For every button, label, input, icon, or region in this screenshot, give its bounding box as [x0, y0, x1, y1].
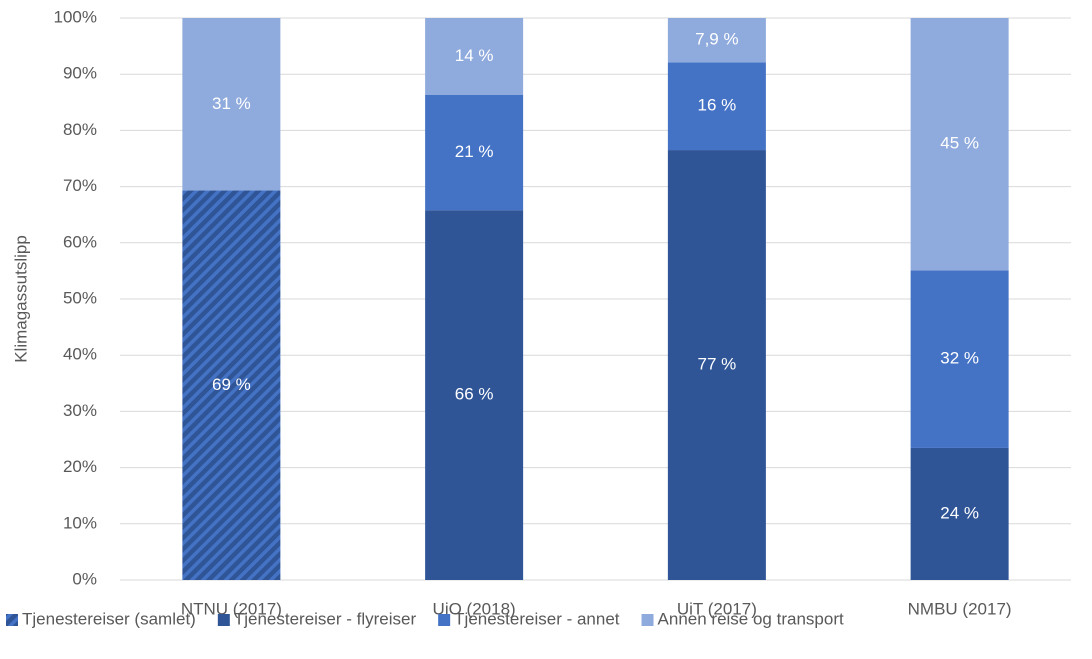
data-label: 31 % — [212, 94, 251, 113]
legend-label: Tjenestereiser - annet — [454, 609, 620, 628]
legend-marker — [217, 614, 230, 626]
bar-segment — [182, 18, 281, 191]
data-label: 14 % — [455, 46, 494, 65]
y-tick-label: 50% — [63, 288, 97, 307]
legend-marker — [6, 614, 18, 626]
bar-segment — [667, 62, 766, 151]
legend-label: Annen reise og transport — [658, 609, 844, 628]
y-tick-label: 40% — [63, 345, 97, 364]
y-tick-label: 60% — [63, 232, 97, 251]
y-tick-label: 0% — [72, 569, 97, 588]
x-tick-label: NMBU (2017) — [908, 599, 1012, 618]
bar-segment — [425, 94, 524, 211]
bar-segment — [182, 190, 281, 580]
bar-segment — [667, 18, 766, 63]
data-label: 7,9 % — [695, 30, 738, 49]
y-tick-label: 30% — [63, 401, 97, 420]
data-label: 69 % — [212, 375, 251, 394]
y-tick-label: 20% — [63, 457, 97, 476]
y-tick-label: 80% — [63, 120, 97, 139]
data-label: 21 % — [455, 142, 494, 161]
bar-segment — [910, 18, 1009, 271]
y-axis-label: Klimagassutslipp — [11, 235, 30, 363]
y-tick-label: 90% — [63, 64, 97, 83]
data-label: 45 % — [940, 134, 979, 153]
legend-marker — [641, 614, 654, 626]
legend-marker — [438, 614, 451, 626]
legend-label: Tjenestereiser (samlet) — [22, 609, 196, 628]
y-tick-label: 70% — [63, 176, 97, 195]
data-label: 32 % — [940, 349, 979, 368]
y-tick-label: 10% — [63, 513, 97, 532]
x-tick-label: UiO (2018) — [433, 599, 516, 618]
x-tick-label: UiT (2017) — [677, 599, 757, 618]
bar-segment — [667, 150, 766, 580]
data-label: 16 % — [698, 96, 737, 115]
data-label: 24 % — [940, 503, 979, 522]
bar-segment — [910, 270, 1009, 448]
data-label: 77 % — [698, 355, 737, 374]
bar-segment — [425, 18, 524, 95]
bar-segment — [425, 210, 524, 581]
data-label: 66 % — [455, 385, 494, 404]
legend-label: Tjenestereiser - flyreiser — [234, 609, 417, 628]
y-tick-label: 100% — [54, 7, 97, 26]
bar-segment — [910, 447, 1009, 580]
x-tick-label: NTNU (2017) — [181, 599, 282, 618]
